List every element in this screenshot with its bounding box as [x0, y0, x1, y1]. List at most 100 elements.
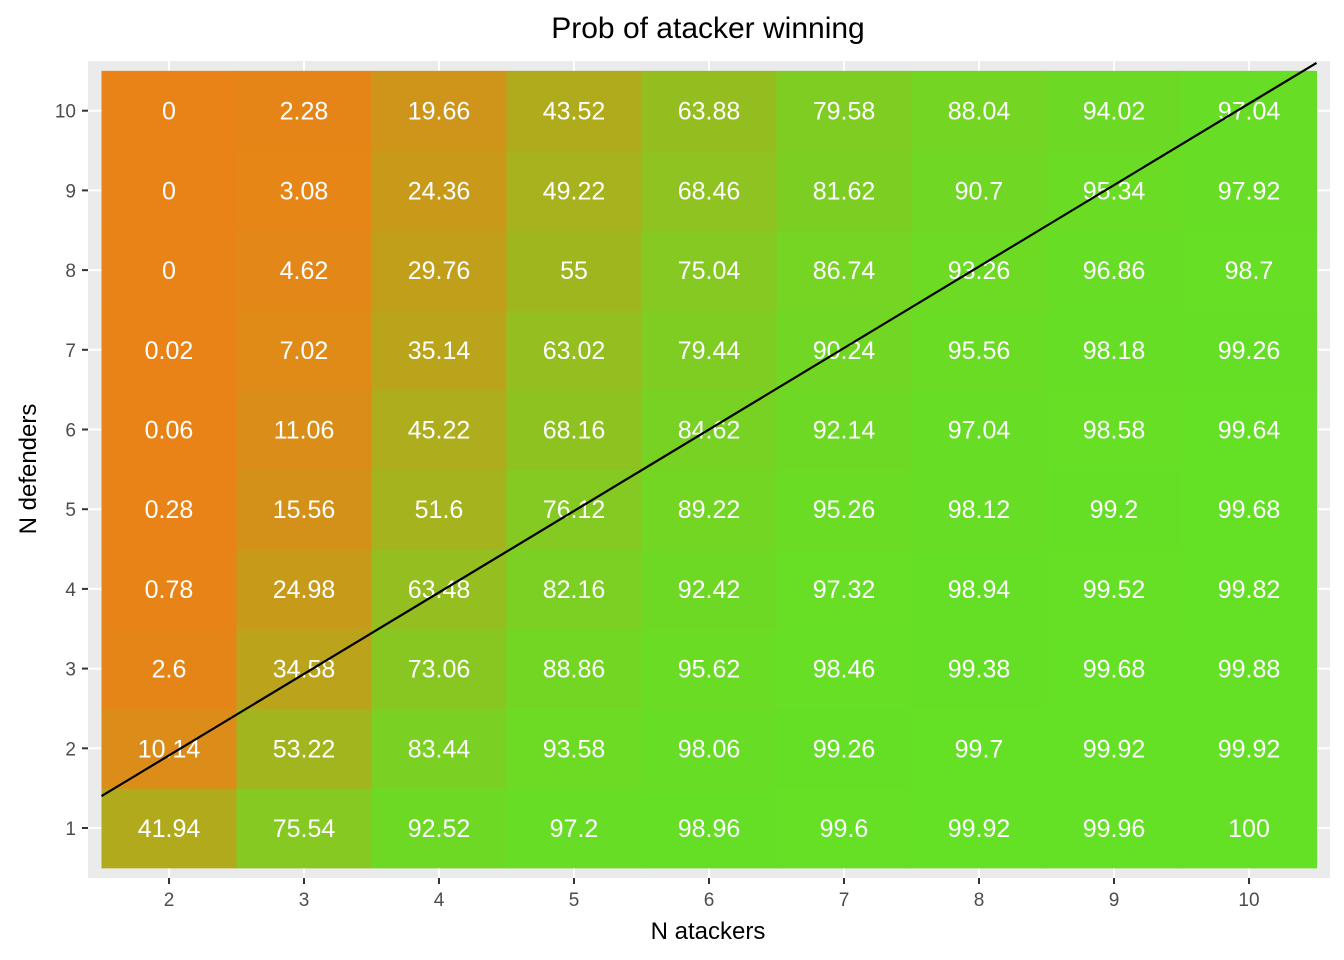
heatmap-cell — [776, 70, 912, 152]
heatmap-cell — [371, 150, 507, 231]
heatmap-cell — [506, 708, 642, 789]
cell-value-label: 0 — [162, 98, 176, 126]
heatmap-cell — [776, 389, 912, 470]
cell-value-label: 24.36 — [408, 177, 471, 205]
heatmap-cell — [236, 708, 372, 789]
heatmap-cell — [371, 230, 507, 311]
cell-value-label: 99.26 — [813, 735, 876, 763]
heatmap-cell — [371, 628, 507, 709]
heatmap-cell — [236, 628, 372, 709]
heatmap-cell — [776, 230, 912, 311]
heatmap-cell — [911, 230, 1047, 311]
heatmap-cell — [371, 309, 507, 391]
cell-value-label: 99.64 — [1218, 417, 1281, 445]
cell-value-label: 35.14 — [408, 337, 471, 365]
x-tick-label: 4 — [434, 890, 445, 911]
cell-value-label: 100 — [1228, 815, 1270, 843]
heatmap-cell — [236, 309, 372, 391]
cell-value-label: 79.44 — [678, 337, 741, 365]
heatmap-cell — [101, 230, 237, 311]
cell-value-label: 97.04 — [948, 417, 1011, 445]
heatmap-cell — [506, 70, 642, 152]
cell-value-label: 92.14 — [813, 417, 876, 445]
heatmap-cell — [1181, 389, 1317, 470]
cell-value-label: 93.26 — [948, 257, 1011, 285]
cell-value-label: 24.98 — [273, 576, 336, 604]
cell-value-label: 63.02 — [543, 337, 606, 365]
heatmap-cell — [101, 70, 237, 152]
heatmap-cell — [101, 628, 237, 709]
cell-value-label: 95.34 — [1083, 177, 1146, 205]
cell-value-label: 11.06 — [274, 417, 335, 445]
cell-value-label: 99.68 — [1083, 656, 1146, 684]
y-tick-label: 4 — [65, 580, 76, 601]
cell-value-label: 79.58 — [813, 98, 876, 126]
cell-value-label: 92.42 — [678, 576, 741, 604]
cell-value-label: 7.02 — [280, 337, 329, 365]
heatmap-cell — [1181, 788, 1317, 869]
cell-value-label: 29.76 — [408, 257, 471, 285]
cell-value-label: 97.04 — [1218, 98, 1281, 126]
cell-value-label: 88.04 — [948, 98, 1011, 126]
cell-value-label: 88.86 — [543, 656, 606, 684]
heatmap-cell — [1046, 469, 1182, 550]
heatmap-cell — [506, 150, 642, 231]
cell-value-label: 97.92 — [1218, 177, 1281, 205]
cell-value-label: 53.22 — [273, 735, 336, 763]
y-tick-label: 10 — [55, 102, 76, 123]
heatmap-cell — [641, 150, 777, 231]
heatmap-cell — [776, 469, 912, 550]
cell-value-label: 0.02 — [145, 337, 194, 365]
heatmap-cell — [101, 788, 237, 869]
heatmap-cell — [101, 708, 237, 789]
cell-value-label: 68.16 — [543, 417, 606, 445]
cell-value-label: 45.22 — [408, 417, 471, 445]
cell-value-label: 99.68 — [1218, 496, 1281, 524]
heatmap-cell — [1181, 309, 1317, 391]
cell-value-label: 99.6 — [820, 815, 869, 843]
heatmap-cell — [911, 549, 1047, 630]
heatmap-cell — [1046, 150, 1182, 231]
cell-value-label: 73.06 — [408, 656, 471, 684]
cell-value-label: 99.2 — [1090, 496, 1139, 524]
x-axis: 2 3 4 5 6 7 8 9 10 — [164, 878, 1260, 911]
heatmap-cell — [371, 708, 507, 789]
cell-value-label: 99.92 — [1218, 735, 1281, 763]
heatmap-cell — [641, 628, 777, 709]
heatmap-cell — [371, 549, 507, 630]
cell-value-label: 41.94 — [138, 815, 201, 843]
cell-value-label: 94.02 — [1083, 98, 1146, 126]
heatmap-cell — [1181, 70, 1317, 152]
cell-value-label: 0.78 — [145, 576, 194, 604]
heatmap-cell — [101, 309, 237, 391]
heatmap-cell — [1181, 469, 1317, 550]
heatmap-cell — [1046, 788, 1182, 869]
heatmap-cell — [236, 469, 372, 550]
heatmap-cell — [506, 230, 642, 311]
reference-line — [100, 61, 1318, 798]
cell-value-label: 95.26 — [813, 496, 876, 524]
heatmap-cell — [236, 230, 372, 311]
heatmap-cell — [911, 309, 1047, 391]
cell-value-label: 93.58 — [543, 735, 606, 763]
x-tick-label: 6 — [704, 890, 715, 911]
cell-value-label: 99.92 — [1083, 735, 1146, 763]
cell-value-label: 75.54 — [273, 815, 336, 843]
heatmap-cell — [506, 628, 642, 709]
heatmap-cell — [236, 389, 372, 470]
cell-value-label: 83.44 — [408, 735, 471, 763]
heatmap-cell — [1046, 708, 1182, 789]
cell-value-label: 2.6 — [152, 656, 187, 684]
heatmap-cell — [1046, 230, 1182, 311]
heatmap-cell — [371, 70, 507, 152]
x-tick-label: 2 — [164, 890, 175, 911]
heatmap-cell — [776, 309, 912, 391]
cell-value-label: 68.46 — [678, 177, 741, 205]
heatmap-cell — [1181, 628, 1317, 709]
heatmap-cell — [101, 549, 237, 630]
heatmap-cell — [1046, 70, 1182, 152]
heatmap-cell — [1046, 628, 1182, 709]
cell-value-label: 99.38 — [948, 656, 1011, 684]
heatmap-cell — [776, 549, 912, 630]
